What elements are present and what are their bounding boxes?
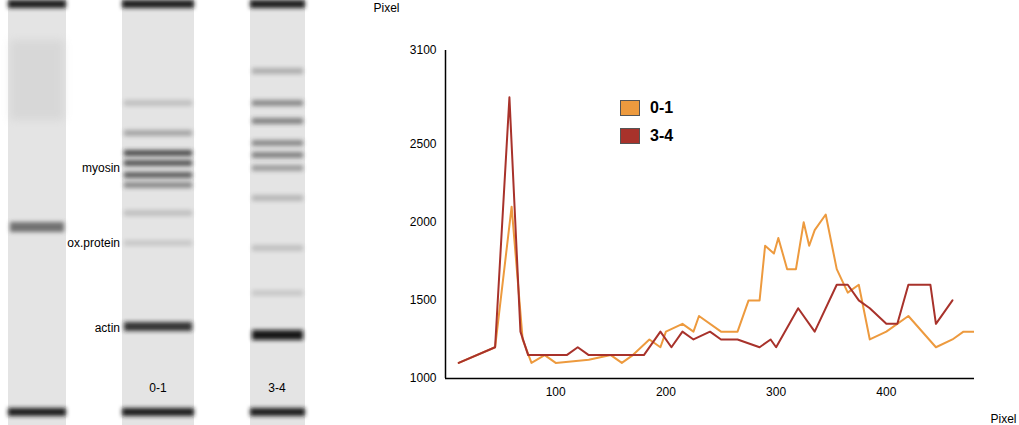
svg-text:1500: 1500 xyxy=(410,293,437,307)
svg-text:100: 100 xyxy=(546,385,566,399)
html-text:3-4: 3-4 xyxy=(650,127,674,144)
svg-text:1000: 1000 xyxy=(410,371,437,385)
svg-text:myosin: myosin xyxy=(82,161,120,175)
svg-text:3100: 3100 xyxy=(410,43,437,57)
svg-text:200: 200 xyxy=(656,385,676,399)
svg-text:Pixel: Pixel xyxy=(990,412,1016,425)
svg-text:ox.protein: ox.protein xyxy=(67,236,120,250)
svg-text:300: 300 xyxy=(766,385,786,399)
svg-text:2500: 2500 xyxy=(410,137,437,151)
svg-text:2000: 2000 xyxy=(410,215,437,229)
html-text:0-1: 0-1 xyxy=(650,99,674,116)
svg-text:3-4: 3-4 xyxy=(268,381,286,395)
svg-text:400: 400 xyxy=(876,385,896,399)
svg-text:actin: actin xyxy=(95,321,120,335)
svg-text:Pixel: Pixel xyxy=(374,1,400,15)
svg-text:0-1: 0-1 xyxy=(149,381,167,395)
